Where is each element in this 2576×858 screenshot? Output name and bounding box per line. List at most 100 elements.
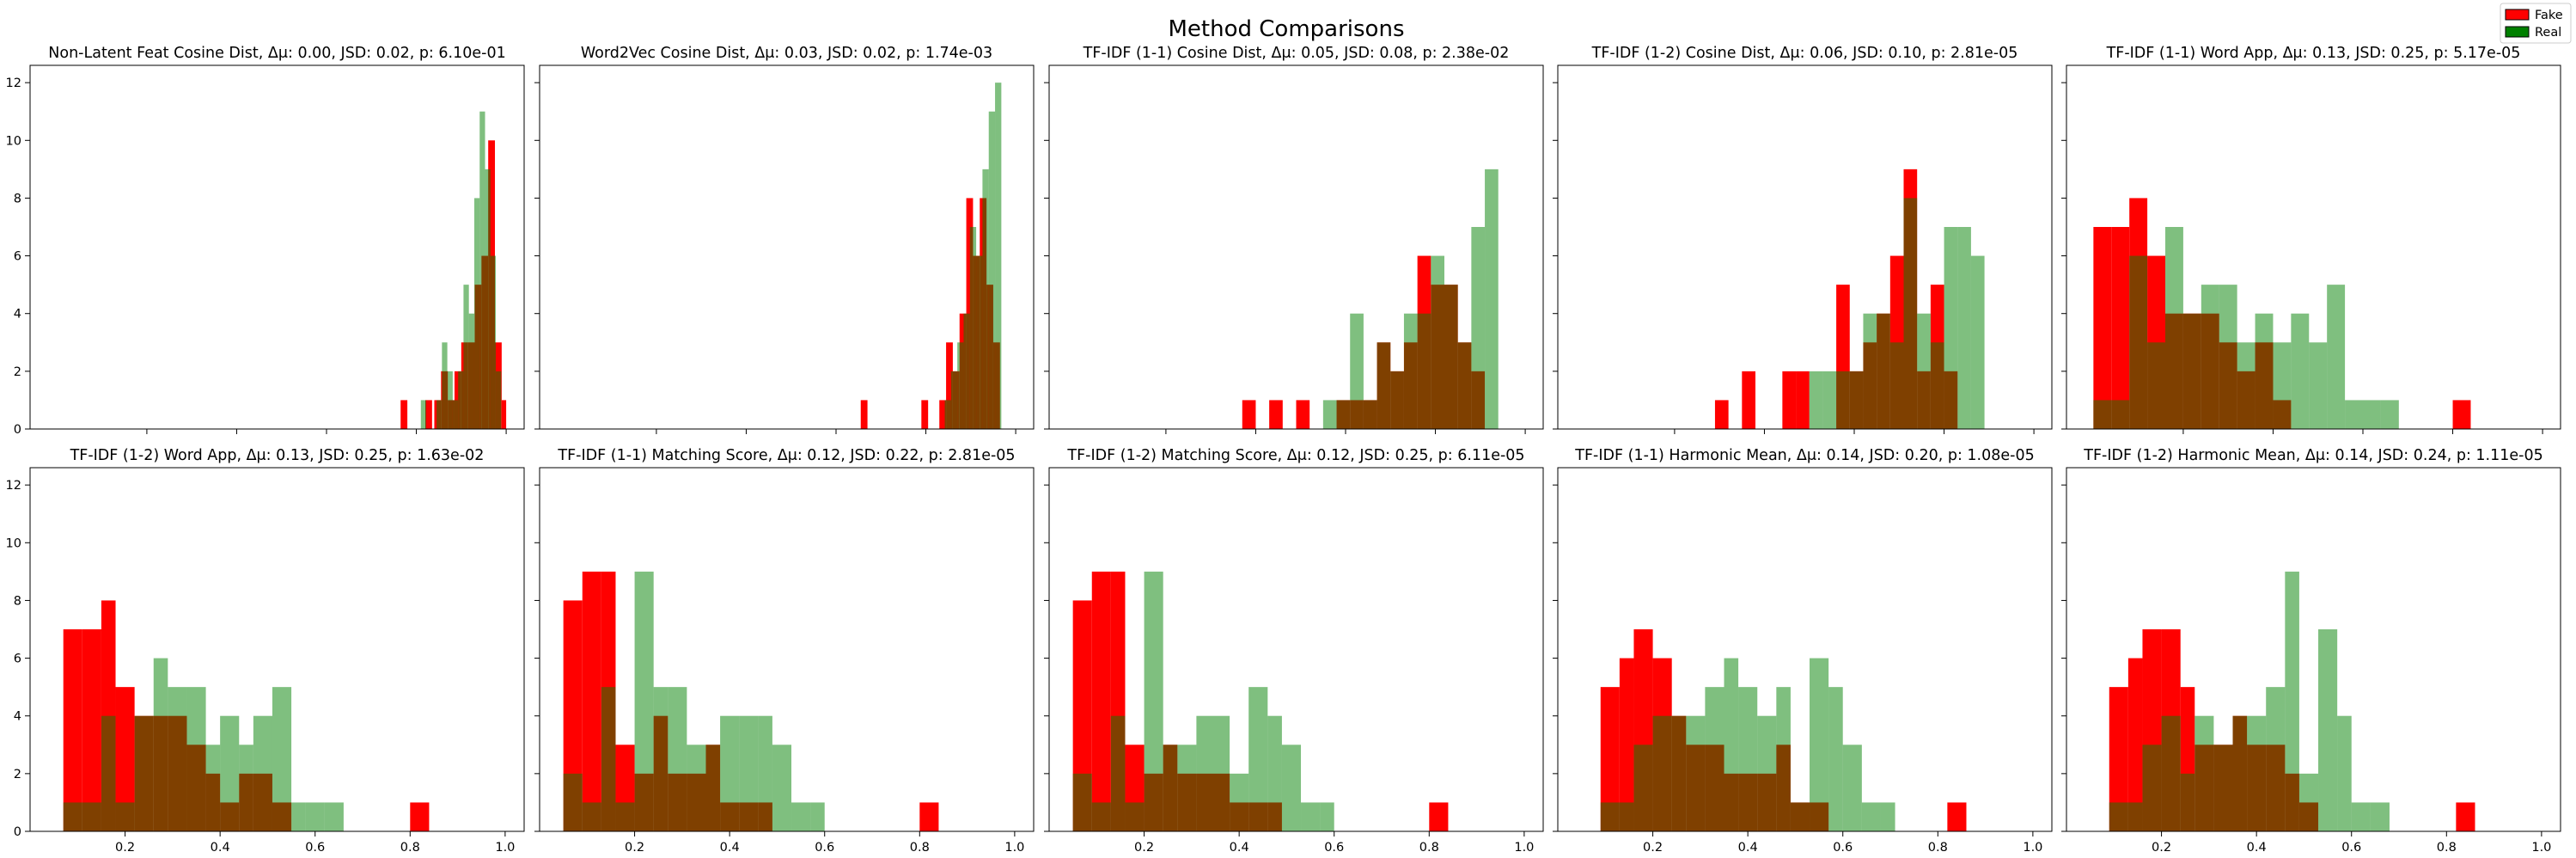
bar-real-5 <box>1144 571 1163 831</box>
y-tick-label: 8 <box>14 192 21 205</box>
bar-real-15 <box>1320 802 1334 831</box>
bar-real-14 <box>291 802 306 831</box>
bar-real-5 <box>1377 342 1391 429</box>
y-tick-label: 10 <box>6 134 21 148</box>
axes-frame <box>1557 467 2053 832</box>
bar-real-1 <box>944 400 951 429</box>
bar-real-8 <box>1196 715 1216 831</box>
panel-4: TF-IDF (1-2) Cosine Dist, Δμ: 0.06, JSD:… <box>1553 45 2053 434</box>
x-tick-label: 1.0 <box>1514 841 1534 855</box>
bar-real-4 <box>1363 400 1377 429</box>
y-tick-label: 12 <box>6 77 21 90</box>
x-tick-label: 0.8 <box>400 841 420 855</box>
x-tick-label: 1.0 <box>2023 841 2042 855</box>
bar-real-7 <box>2201 285 2219 429</box>
bar-real-14 <box>1301 802 1321 831</box>
y-tick-label: 6 <box>14 653 21 666</box>
x-tick-label: 0.4 <box>720 841 740 855</box>
legend-label-fake: Fake <box>2535 9 2563 22</box>
bar-real-6 <box>653 687 668 831</box>
bar-real-4 <box>2147 342 2165 429</box>
bar-real-10 <box>1757 715 1777 831</box>
bar-real-1 <box>563 773 583 831</box>
bar-fake-12 <box>2452 400 2471 429</box>
bar-real-4 <box>115 802 135 831</box>
bar-real-4 <box>2161 715 2181 831</box>
axes-frame <box>539 467 1035 832</box>
bar-fake-3 <box>1782 371 1797 429</box>
y-tick-label: 2 <box>14 768 21 781</box>
bar-real-2 <box>436 400 443 429</box>
bar-real-8 <box>1903 198 1918 429</box>
x-tick-label: 1.0 <box>1004 841 1024 855</box>
bar-real-5 <box>969 227 977 429</box>
bar-real-9 <box>2237 342 2256 429</box>
panel-8: 0.2 0.4 0.6 0.8 1.0 TF-IDF (1-2) Matching Sco… <box>1044 447 1544 855</box>
bar-real-6 <box>2194 715 2214 831</box>
bar-real-14 <box>1828 687 1843 831</box>
y-tick-label: 6 <box>14 250 21 264</box>
bar-fake-1 <box>1714 400 1729 429</box>
bar-real-1 <box>1809 371 1823 429</box>
bar-real-16 <box>2363 400 2381 429</box>
bar-real-7 <box>1403 313 1418 429</box>
bar-real-13 <box>1281 745 1302 831</box>
bar-real-7 <box>463 285 469 429</box>
bar-real-11 <box>1944 227 1958 429</box>
x-tick-label: 1.0 <box>495 841 515 855</box>
x-tick-label: 0.8 <box>910 841 930 855</box>
bar-fake-1 <box>2109 687 2128 831</box>
x-tick-label: 0.6 <box>305 841 325 855</box>
bar-real-1 <box>2093 400 2112 429</box>
bar-real-8 <box>468 313 474 429</box>
bar-real-6 <box>458 371 464 429</box>
bar-real-15 <box>2345 400 2363 429</box>
bar-real-9 <box>1917 313 1931 429</box>
bar-real-2 <box>2127 802 2143 831</box>
bar-real-4 <box>963 313 970 429</box>
panel-title: Non-Latent Feat Cosine Dist, Δμ: 0.00, J… <box>48 45 505 62</box>
bar-real-1 <box>1072 773 1092 831</box>
panel-title: Word2Vec Cosine Dist, Δμ: 0.03, JSD: 0.0… <box>581 45 992 62</box>
bar-real-13 <box>272 687 292 831</box>
panel-title: TF-IDF (1-2) Word App, Δμ: 0.13, JSD: 0.… <box>70 447 485 464</box>
bar-real-2 <box>1091 802 1111 831</box>
bar-real-14 <box>2327 285 2346 429</box>
bar-real-12 <box>490 255 497 429</box>
bar-real-6 <box>1390 371 1404 429</box>
bar-fake-2 <box>1269 400 1283 429</box>
bar-real-1 <box>63 802 82 831</box>
bar-real-2 <box>582 802 601 831</box>
bar-real-12 <box>1957 227 1971 429</box>
bar-real-6 <box>976 255 983 429</box>
bar-real-2 <box>2111 400 2130 429</box>
axes-frame <box>2066 64 2561 430</box>
bar-real-13 <box>2309 342 2328 429</box>
bar-real-1 <box>1600 802 1620 831</box>
bar-real-3 <box>1350 313 1364 429</box>
bar-real-9 <box>995 83 1002 429</box>
bar-real-7 <box>668 687 687 831</box>
bar-fake-13 <box>501 400 507 429</box>
panel-6: 0 2 4 6 8 10 12 0.2 0.4 0.6 0.8 1.0 TF-IDF (1-2) Wor… <box>6 447 525 855</box>
bar-real-9 <box>705 745 721 831</box>
bar-real-3 <box>2129 255 2148 429</box>
panel-7: 0.2 0.4 0.6 0.8 1.0 TF-IDF (1-1) Matching Sco… <box>534 447 1035 855</box>
bar-real-3 <box>601 687 616 831</box>
x-tick-label: 0.8 <box>2437 841 2457 855</box>
bar-real-12 <box>253 715 272 831</box>
bar-fake-14 <box>1947 802 1967 831</box>
bar-real-10 <box>2255 313 2274 429</box>
bar-real-7 <box>1705 687 1724 831</box>
legend-swatch-real <box>2505 26 2530 38</box>
bar-fake-2 <box>425 400 432 429</box>
legend-swatch-fake <box>2505 9 2530 21</box>
x-tick-label: 0.4 <box>211 841 230 855</box>
panel-1: 0 2 4 6 8 10 12 Non-Latent Feat Cosine Dist, Δμ… <box>6 45 525 437</box>
bar-fake-13 <box>1429 802 1449 831</box>
x-tick-label: 0.2 <box>625 841 644 855</box>
panel-title: TF-IDF (1-1) Cosine Dist, Δμ: 0.05, JSD:… <box>1083 45 1510 62</box>
bar-real-1 <box>2109 802 2128 831</box>
bar-fake-2 <box>1091 571 1111 831</box>
